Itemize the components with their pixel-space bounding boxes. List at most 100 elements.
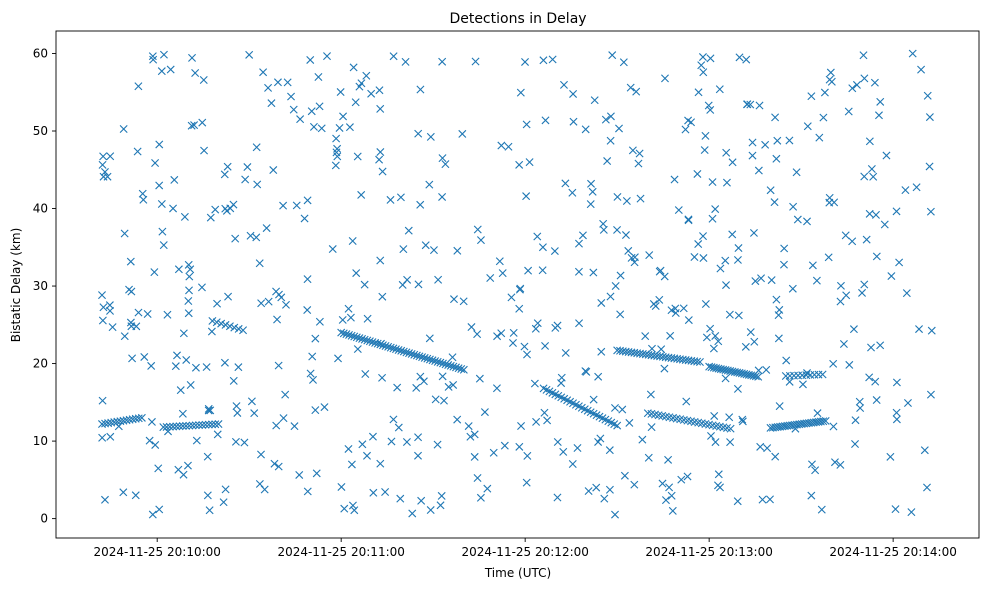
y-tick-label: 40 — [33, 202, 48, 216]
data-point — [826, 68, 835, 77]
data-point — [735, 368, 744, 377]
data-point — [869, 172, 878, 181]
data-point — [134, 82, 143, 91]
data-point — [704, 101, 713, 110]
data-point — [716, 264, 725, 273]
data-point — [206, 213, 215, 222]
data-point — [473, 225, 482, 234]
data-point — [155, 181, 164, 190]
data-point — [867, 165, 876, 173]
data-point — [774, 334, 783, 343]
data-point — [507, 293, 516, 302]
data-point — [241, 175, 250, 184]
y-tick-label: 60 — [33, 46, 48, 60]
data-point — [855, 397, 864, 406]
data-point — [709, 344, 718, 353]
data-point — [610, 403, 619, 412]
data-point — [128, 354, 137, 363]
data-point — [523, 350, 531, 359]
data-point — [803, 217, 811, 226]
data-point — [159, 50, 168, 59]
data-point — [349, 63, 358, 72]
data-point — [578, 231, 587, 240]
data-point — [824, 253, 833, 262]
data-point — [419, 377, 428, 386]
data-point — [307, 107, 316, 116]
data-point — [728, 230, 737, 239]
data-point — [553, 438, 562, 447]
data-point — [741, 342, 750, 351]
data-point — [708, 178, 717, 187]
data-point — [438, 57, 447, 66]
data-point — [699, 254, 708, 263]
data-point — [332, 148, 341, 157]
data-point — [245, 50, 254, 59]
data-point — [730, 367, 739, 376]
data-point — [771, 113, 780, 122]
data-point — [386, 195, 395, 204]
data-point — [389, 344, 398, 353]
data-point — [524, 266, 533, 275]
data-point — [754, 166, 763, 175]
data-point — [203, 452, 212, 461]
data-point — [701, 131, 710, 140]
data-point — [207, 327, 216, 336]
data-point — [414, 129, 423, 138]
data-point — [569, 89, 578, 98]
data-point — [825, 75, 834, 84]
data-point — [389, 415, 398, 424]
data-point — [606, 292, 615, 301]
data-point — [431, 357, 440, 366]
data-point — [690, 253, 699, 261]
data-point — [920, 446, 929, 455]
data-point — [339, 329, 348, 338]
data-point — [811, 466, 820, 475]
data-point — [187, 121, 196, 130]
data-point — [792, 168, 801, 177]
data-point — [522, 192, 531, 201]
data-point — [522, 478, 531, 487]
data-point — [120, 229, 129, 238]
data-point — [376, 256, 385, 265]
data-point — [721, 256, 730, 265]
x-tick-label: 2024-11-25 20:14:00 — [829, 545, 956, 559]
data-point — [436, 501, 445, 510]
data-point — [613, 225, 622, 234]
data-point — [836, 281, 845, 290]
data-point — [550, 247, 559, 256]
data-point — [381, 487, 390, 496]
x-tick-label: 2024-11-25 20:12:00 — [461, 545, 588, 559]
data-point — [182, 355, 191, 364]
data-point — [98, 316, 107, 325]
data-point — [148, 52, 157, 61]
data-point — [300, 214, 309, 223]
data-point — [464, 422, 473, 431]
data-point — [367, 89, 376, 98]
data-point — [706, 105, 715, 114]
data-point — [668, 506, 677, 515]
data-point — [211, 205, 220, 214]
data-point — [386, 343, 395, 352]
data-point — [746, 100, 755, 109]
data-point — [149, 55, 158, 64]
data-point — [625, 418, 634, 427]
data-point — [716, 483, 724, 492]
data-point — [647, 423, 656, 432]
data-point — [865, 373, 874, 382]
data-point — [763, 444, 772, 453]
data-point — [357, 190, 366, 199]
data-point — [250, 409, 259, 418]
data-point — [114, 422, 123, 431]
data-point — [821, 416, 830, 425]
data-point — [871, 210, 880, 219]
data-point — [636, 194, 645, 203]
data-point — [315, 102, 324, 111]
data-point — [363, 314, 372, 323]
data-point — [684, 216, 693, 225]
data-point — [876, 341, 885, 350]
data-point — [851, 416, 860, 425]
data-point — [173, 351, 181, 360]
data-point — [859, 51, 868, 60]
data-point — [525, 158, 534, 167]
